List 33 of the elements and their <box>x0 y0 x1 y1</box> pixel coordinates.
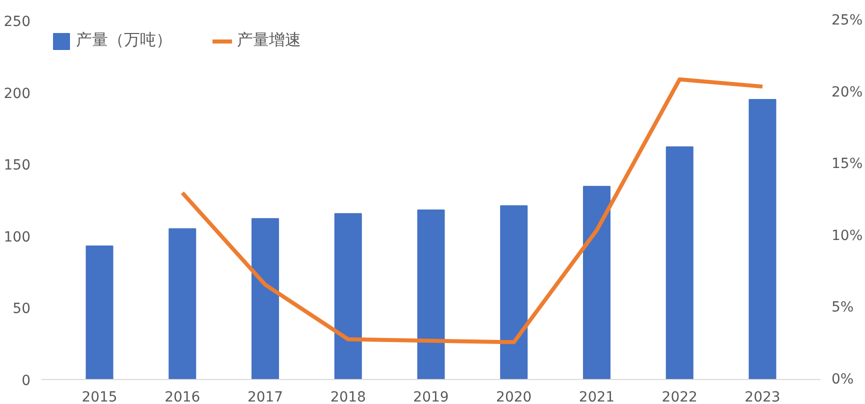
x-tick-label: 2021 <box>578 390 615 404</box>
y-tick-label: 100 <box>4 229 31 246</box>
bar <box>86 245 114 380</box>
bar <box>748 98 776 380</box>
y2-tick-label: 0% <box>832 372 854 388</box>
y-tick-label: 150 <box>4 158 31 174</box>
y2-tick-label: 15% <box>832 156 863 172</box>
line-series <box>180 77 764 344</box>
bar <box>500 205 528 380</box>
x-tick-label: 2017 <box>247 390 284 404</box>
x-tick-label: 2016 <box>164 390 200 404</box>
bar <box>168 228 196 380</box>
y-tick-label: 250 <box>4 14 31 30</box>
bar <box>666 146 694 380</box>
bar <box>582 186 611 380</box>
legend-label: 产量（万吨） <box>76 30 172 51</box>
y2-tick-label: 5% <box>832 300 854 316</box>
y-tick-label: 0 <box>22 373 31 389</box>
bar <box>417 210 445 380</box>
y2-tick-label: 25% <box>832 12 863 28</box>
legend-label: 产量增速 <box>237 30 301 51</box>
y-tick-label: 200 <box>4 86 31 102</box>
y2-tick-label: 20% <box>832 84 863 100</box>
x-tick-label: 2022 <box>662 390 698 404</box>
x-tick-label: 2023 <box>744 390 780 404</box>
y2-tick-label: 10% <box>832 228 863 244</box>
x-tick-label: 2015 <box>82 390 118 404</box>
x-tick-label: 2020 <box>496 390 532 404</box>
y-tick-label: 50 <box>12 301 31 318</box>
bar <box>334 213 362 380</box>
bar <box>251 218 280 380</box>
x-tick-label: 2019 <box>413 390 449 404</box>
x-tick-label: 2018 <box>330 390 366 404</box>
